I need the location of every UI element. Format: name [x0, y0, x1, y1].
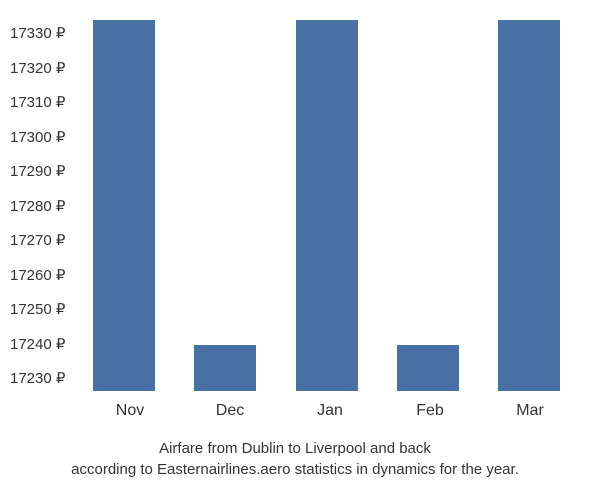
- x-axis: Nov Dec Jan Feb Mar: [10, 402, 580, 420]
- bar: [296, 20, 358, 391]
- y-tick-label: 17240 ₽: [10, 337, 65, 352]
- plot-region: 17330 ₽ 17320 ₽ 17310 ₽ 17300 ₽ 17290 ₽ 17280…: [10, 20, 580, 392]
- y-tick-label: 17270 ₽: [10, 233, 65, 248]
- caption-line-1: Airfare from Dublin to Liverpool and bac…: [10, 438, 580, 459]
- x-tick-label: Mar: [499, 402, 561, 420]
- y-tick-label: 17320 ₽: [10, 61, 65, 76]
- y-tick-label: 17300 ₽: [10, 130, 65, 145]
- y-tick-label: 17250 ₽: [10, 302, 65, 317]
- bars-container: [73, 20, 580, 392]
- bar: [397, 345, 459, 391]
- bar: [498, 20, 560, 391]
- bar: [93, 20, 155, 391]
- airfare-bar-chart: 17330 ₽ 17320 ₽ 17310 ₽ 17300 ₽ 17290 ₽ 17280…: [10, 20, 580, 480]
- x-tick-label: Jan: [299, 402, 361, 420]
- y-axis: 17330 ₽ 17320 ₽ 17310 ₽ 17300 ₽ 17290 ₽ 17280…: [10, 20, 73, 392]
- x-tick-label: Dec: [199, 402, 261, 420]
- x-tick-label: Feb: [399, 402, 461, 420]
- y-tick-label: 17280 ₽: [10, 199, 65, 214]
- y-tick-label: 17330 ₽: [10, 26, 65, 41]
- chart-caption: Airfare from Dublin to Liverpool and bac…: [10, 438, 580, 480]
- caption-line-2: according to Easternairlines.aero statis…: [10, 459, 580, 480]
- y-tick-label: 17310 ₽: [10, 95, 65, 110]
- y-tick-label: 17290 ₽: [10, 164, 65, 179]
- bar: [194, 345, 256, 391]
- y-tick-label: 17260 ₽: [10, 268, 65, 283]
- x-tick-label: Nov: [99, 402, 161, 420]
- y-tick-label: 17230 ₽: [10, 371, 65, 386]
